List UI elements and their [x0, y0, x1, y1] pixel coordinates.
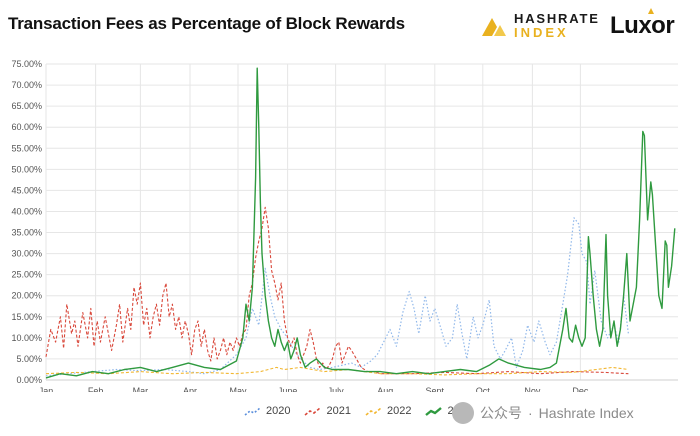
y-tick-label: 55.00% — [11, 143, 42, 153]
y-tick-label: 75.00% — [11, 59, 42, 69]
legend-item-2022[interactable]: 2022 — [365, 405, 411, 417]
legend-item-2020[interactable]: 2020 — [244, 405, 290, 417]
hashrate-index-logo: HASHRATE INDEX — [480, 12, 600, 40]
legend-label-2022: 2022 — [386, 405, 412, 417]
x-tick-label: Nov — [524, 386, 541, 392]
x-tick-label: Jan — [39, 386, 54, 392]
hashrate-index-mark-icon — [482, 18, 506, 36]
x-tick-label: Oct — [476, 386, 491, 392]
legend-swatch-2022 — [365, 407, 382, 416]
series-line-2021 — [45, 206, 629, 375]
legend-label-2021: 2021 — [326, 405, 351, 417]
legend-swatch-2023 — [425, 407, 443, 416]
y-tick-label: 60.00% — [11, 122, 42, 132]
y-tick-label: 35.00% — [11, 228, 42, 238]
series-line-2022 — [45, 366, 629, 376]
x-tick-label: July — [328, 386, 345, 392]
y-tick-label: 25.00% — [11, 270, 42, 280]
y-tick-label: 15.00% — [11, 312, 42, 322]
brand-name-top: HASHRATE — [514, 11, 600, 26]
y-tick-label: 10.00% — [11, 333, 42, 343]
y-tick-label: 65.00% — [11, 101, 42, 111]
line-chart: Jan Feb Mar Apr May June July Aug Sept Oct Nov Dec 0… — [11, 59, 678, 392]
wechat-icon — [452, 402, 474, 424]
x-tick-label: Dec — [572, 386, 589, 392]
x-tick-label: Aug — [377, 386, 393, 392]
luxor-accent-icon — [648, 8, 654, 14]
chart-legend: 2020 2021 2022 2023 — [244, 405, 486, 417]
legend-item-2021[interactable]: 2021 — [304, 405, 351, 417]
legend-swatch-2021 — [304, 407, 321, 416]
series-line-2023 — [45, 67, 676, 379]
x-tick-label: Mar — [133, 386, 149, 392]
legend-swatch-2020 — [244, 407, 261, 416]
y-tick-label: 30.00% — [11, 249, 42, 259]
luxor-logo: Luxor — [610, 12, 675, 39]
x-tick-label: Sept — [426, 386, 445, 392]
y-tick-label: 70.00% — [11, 80, 42, 90]
y-tick-label: 50.00% — [11, 164, 42, 174]
y-tick-label: 5.00% — [16, 354, 42, 364]
wechat-watermark: 公众号 · Hashrate Index — [452, 402, 634, 424]
y-tick-label: 0.00% — [16, 375, 42, 385]
watermark-text-right: Hashrate Index — [538, 405, 634, 421]
x-tick-label: June — [278, 386, 298, 392]
y-tick-label: 40.00% — [11, 206, 42, 216]
x-tick-label: Feb — [88, 386, 104, 392]
y-tick-label: 45.00% — [11, 185, 42, 195]
x-tick-label: Apr — [183, 386, 197, 392]
chart-title: Transaction Fees as Percentage of Block … — [8, 14, 405, 33]
series-line-2020 — [45, 217, 629, 377]
legend-label-2020: 2020 — [266, 405, 291, 417]
watermark-text-left: 公众号 — [480, 405, 522, 421]
watermark-separator: · — [528, 405, 533, 421]
x-tick-label: May — [229, 386, 247, 392]
brand-name-bottom: INDEX — [514, 25, 569, 40]
y-tick-label: 20.00% — [11, 291, 42, 301]
